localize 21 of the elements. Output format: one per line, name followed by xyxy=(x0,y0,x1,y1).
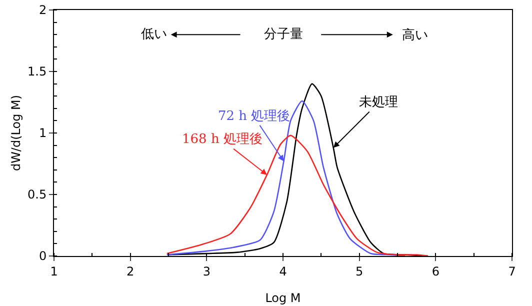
line-series xyxy=(166,134,429,256)
series-label: 168 h 処理後 xyxy=(182,132,262,147)
y-tick-label: 1 xyxy=(38,126,47,140)
y-axis-title: dW/d(Log M) xyxy=(9,94,23,172)
annotation: 高い xyxy=(402,27,428,43)
x-tick-label: 3 xyxy=(202,264,210,278)
x-tick-label: 2 xyxy=(126,264,134,278)
y-tick-label: 2 xyxy=(38,3,47,18)
x-tick-label: 6 xyxy=(432,264,440,278)
annotation: 低い xyxy=(141,27,167,42)
y-tick-label: 1.5 xyxy=(28,64,47,79)
x-tick-label: 7 xyxy=(508,264,516,278)
x-tick-label: 1 xyxy=(50,264,58,278)
x-axis-title: Log M xyxy=(265,291,301,305)
annotation: 分子量 xyxy=(264,27,303,42)
series-label: 72 h 処理後 xyxy=(218,109,290,124)
y-tick-label: 0 xyxy=(38,249,47,264)
x-tick-label: 4 xyxy=(279,264,287,278)
text: 未処理 xyxy=(359,95,398,110)
y-tick-label: 0.5 xyxy=(28,188,47,202)
x-tick-label: 5 xyxy=(356,264,364,278)
